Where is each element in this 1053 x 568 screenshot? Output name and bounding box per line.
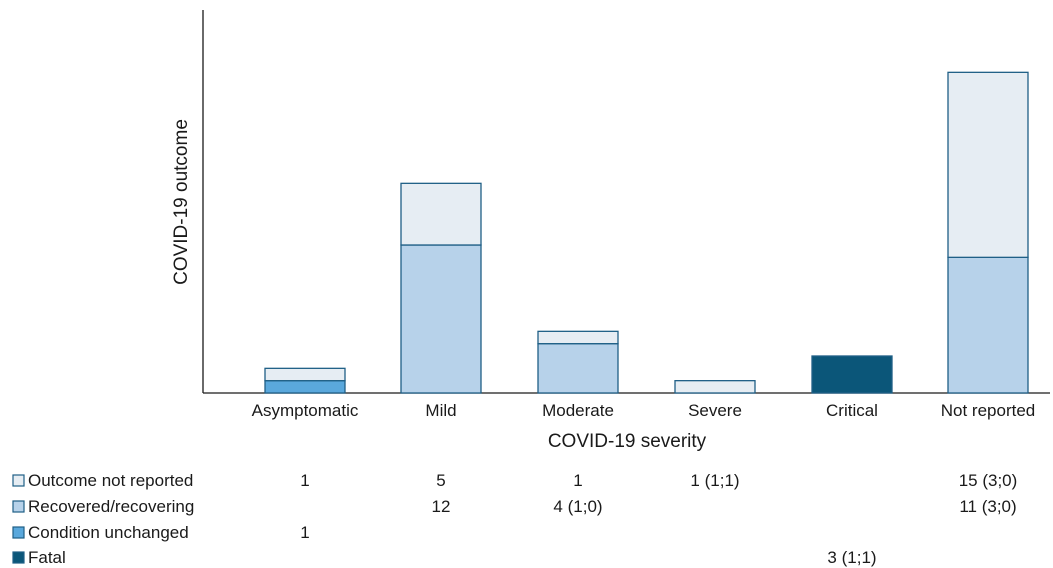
table-cell: 4 (1;0) [553, 497, 602, 516]
legend-swatch [12, 526, 25, 539]
bar-segment [947, 256, 1029, 394]
x-tick-label: Critical [826, 401, 878, 420]
table-cell: 3 (1;1) [827, 548, 876, 567]
x-tick-label: Moderate [542, 401, 614, 420]
x-tick-label: Not reported [941, 401, 1036, 420]
table-row: Condition unchanged 1 [12, 523, 310, 542]
x-tick-label: Severe [688, 401, 742, 420]
legend-swatch [12, 474, 25, 487]
x-tick-label: Asymptomatic [252, 401, 359, 420]
table-row: Outcome not reported 1 5 1 1 (1;1) 15 (3;0) [12, 471, 1018, 490]
bar-segment [264, 367, 346, 382]
legend-label: Outcome not reported [28, 471, 193, 490]
legend-swatch [12, 551, 25, 564]
table-cell: 1 [300, 523, 309, 542]
table-row: Fatal 3 (1;1) [12, 548, 877, 567]
bar-segment [811, 355, 893, 394]
bars [264, 71, 1029, 394]
bar-segment [400, 244, 482, 394]
table-row: Recovered/recovering 12 4 (1;0) 11 (3;0) [12, 497, 1017, 516]
x-tick-label: Mild [425, 401, 456, 420]
x-axis-title: COVID-19 severity [548, 431, 707, 452]
table-cell: 1 (1;1) [690, 471, 739, 490]
bar-segment [264, 380, 346, 394]
bar-segment [537, 330, 619, 345]
table-cell: 1 [300, 471, 309, 490]
table-cell: 12 [432, 497, 451, 516]
axes [202, 10, 1050, 394]
legend-label: Condition unchanged [28, 523, 189, 542]
table-cell: 5 [436, 471, 445, 490]
y-axis-title: COVID-19 outcome [171, 119, 192, 285]
bar-segment [947, 71, 1029, 258]
table-cell: 11 (3;0) [959, 497, 1016, 516]
x-tick-labels: Asymptomatic Mild Moderate Severe Critical No… [252, 401, 1036, 420]
legend-swatch [12, 500, 25, 513]
table-cell: 15 (3;0) [959, 471, 1018, 490]
data-table: Outcome not reported 1 5 1 1 (1;1) 15 (3;0) Re… [12, 471, 1018, 567]
bar-segment [400, 182, 482, 246]
bar-segment [674, 380, 756, 394]
bar-segment [537, 343, 619, 394]
legend-label: Fatal [28, 548, 66, 567]
legend-label: Recovered/recovering [28, 497, 194, 516]
table-cell: 1 [573, 471, 582, 490]
